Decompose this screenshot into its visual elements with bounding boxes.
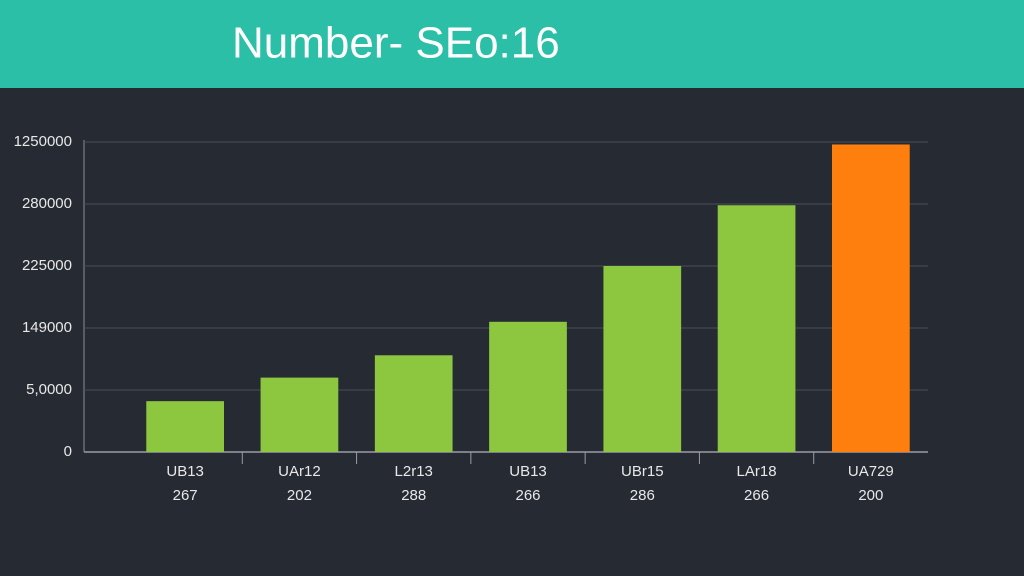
x-tick-label: UA729 — [848, 463, 894, 480]
bar — [603, 266, 682, 452]
x-tick-label: UB13 — [166, 463, 204, 480]
bar — [260, 377, 339, 452]
bar — [489, 321, 567, 452]
x-tick-label: UB13 — [509, 463, 547, 480]
x-tick-sublabel: 200 — [858, 487, 883, 504]
header-band — [0, 0, 1024, 88]
x-tick-label: L2r13 — [395, 463, 433, 480]
y-tick-label: 5,0000 — [26, 381, 72, 398]
bar — [146, 401, 224, 452]
y-tick-label: 0 — [64, 443, 72, 460]
x-tick-label: UBr15 — [621, 463, 664, 480]
x-tick-sublabel: 266 — [515, 487, 540, 504]
bar — [832, 144, 910, 453]
x-tick-sublabel: 286 — [630, 487, 655, 504]
chart-title: Number- SEo:16 — [232, 19, 560, 68]
bar — [374, 355, 453, 452]
y-tick-label: 225000 — [22, 257, 72, 274]
y-tick-label: 149000 — [22, 319, 72, 336]
x-tick-sublabel: 267 — [173, 487, 198, 504]
bar — [717, 205, 796, 452]
x-tick-label: LAr18 — [737, 463, 777, 480]
y-tick-label: 1250000 — [14, 133, 72, 150]
y-tick-label: 280000 — [22, 195, 72, 212]
x-tick-sublabel: 288 — [401, 487, 426, 504]
x-tick-label: UAr12 — [278, 463, 321, 480]
x-tick-sublabel: 202 — [287, 487, 312, 504]
x-tick-sublabel: 266 — [744, 487, 769, 504]
